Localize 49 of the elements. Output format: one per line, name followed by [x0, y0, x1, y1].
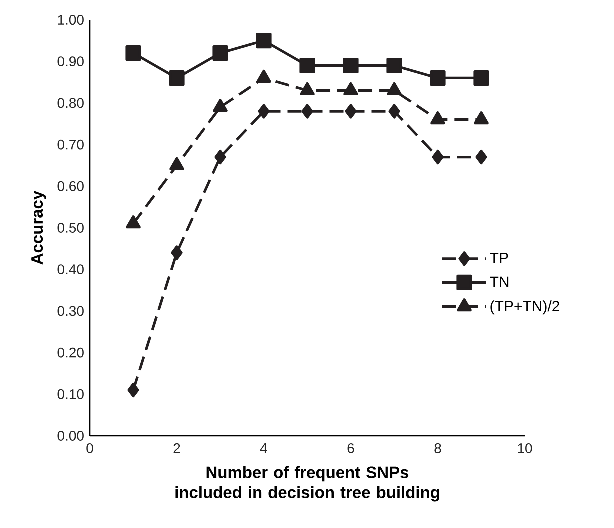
- y-tick-label: 0.90: [58, 56, 84, 67]
- y-tick-label: 0.00: [58, 431, 84, 441]
- point: [345, 104, 357, 119]
- point: [474, 70, 490, 86]
- x-tick-label: 10: [518, 444, 532, 454]
- point: [169, 70, 185, 86]
- point: [212, 45, 228, 62]
- point: [128, 382, 140, 398]
- y-tick-label: 0.30: [58, 306, 84, 316]
- point: [432, 150, 444, 165]
- y-tick-label: 0.40: [58, 264, 84, 275]
- point: [213, 99, 228, 112]
- point: [387, 82, 402, 96]
- point: [386, 58, 402, 74]
- y-axis-title: Accuracy: [32, 190, 46, 265]
- legend-label: (TP+TN)/2: [490, 300, 560, 315]
- point: [302, 104, 314, 119]
- point: [258, 104, 270, 119]
- point: [214, 150, 226, 165]
- point: [343, 58, 359, 74]
- point: [256, 70, 272, 84]
- point: [388, 104, 400, 119]
- x-tick-label: 2: [174, 444, 180, 454]
- legend-label: TP: [490, 252, 508, 264]
- point: [300, 82, 315, 96]
- point: [170, 157, 184, 170]
- y-tick-label: 0.50: [58, 223, 84, 233]
- y-tick-label: 0.60: [58, 181, 84, 192]
- point: [171, 246, 183, 260]
- x-axis-title: Number of frequent SNPs included in decision tree building: [176, 466, 440, 502]
- point: [474, 112, 489, 125]
- point: [300, 58, 316, 74]
- y-tick-label: 1.00: [58, 15, 84, 25]
- point: [256, 33, 272, 49]
- y-tick-label: 0.70: [58, 140, 84, 150]
- x-tick-label: 4: [260, 444, 268, 454]
- point: [430, 112, 446, 125]
- y-tick-label: 0.10: [58, 389, 84, 400]
- y-tick-label: 0.80: [58, 98, 84, 108]
- point: [344, 82, 358, 96]
- point: [430, 70, 446, 86]
- x-tick-label: 0: [86, 444, 94, 454]
- point: [126, 45, 142, 62]
- point: [126, 216, 141, 229]
- point: [476, 150, 488, 165]
- x-tick-label: 6: [348, 444, 354, 454]
- y-tick-label: 0.20: [58, 348, 84, 358]
- legend-label: TN: [490, 276, 509, 288]
- x-tick-label: 8: [434, 444, 442, 454]
